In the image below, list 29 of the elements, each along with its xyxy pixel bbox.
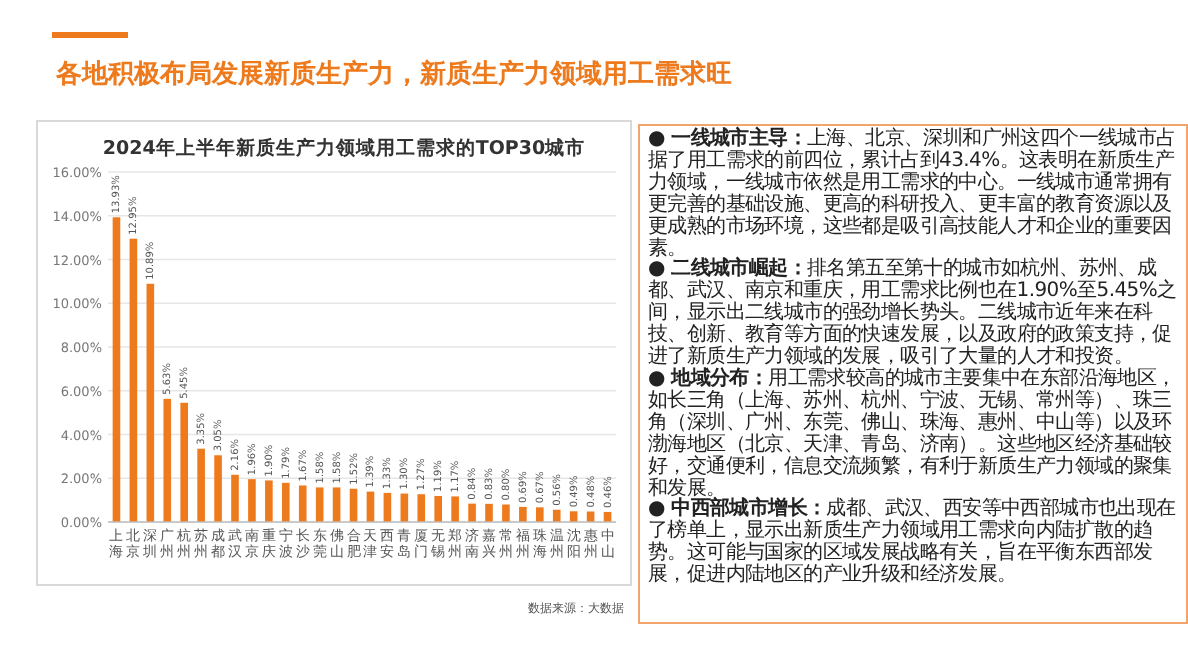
- bar: [163, 398, 172, 522]
- bar: [519, 506, 527, 522]
- chart-title: 2024年上半年新质生产力领域用工需求的TOP30城市: [102, 136, 586, 160]
- bar: [231, 474, 239, 522]
- bar: [248, 479, 256, 522]
- bar: [502, 504, 510, 522]
- text: ● 中西部城市增长：: [648, 498, 827, 521]
- bar: [214, 455, 222, 522]
- text: ● 地域分布：: [648, 367, 769, 390]
- bar: [332, 487, 341, 522]
- bar: [281, 482, 290, 522]
- bar: [417, 494, 426, 522]
- bar: [535, 507, 544, 522]
- bar: [451, 496, 459, 522]
- text: ● 二线城市崛起：: [648, 258, 808, 281]
- bar: [112, 217, 121, 522]
- bar: [265, 480, 273, 522]
- bar: [180, 402, 189, 522]
- bar: [146, 283, 155, 522]
- bar: [129, 238, 138, 522]
- bar: [468, 503, 476, 522]
- text: ● 一线城市主导：: [648, 128, 808, 150]
- bar: [197, 448, 205, 522]
- bar: [434, 495, 443, 522]
- bar: [485, 503, 493, 522]
- bar: [298, 485, 307, 522]
- bar: [552, 509, 561, 522]
- bar: [315, 487, 324, 522]
- text: 各地积极布局发展新质生产力，新质生产力领域用工需求旺: [56, 57, 732, 92]
